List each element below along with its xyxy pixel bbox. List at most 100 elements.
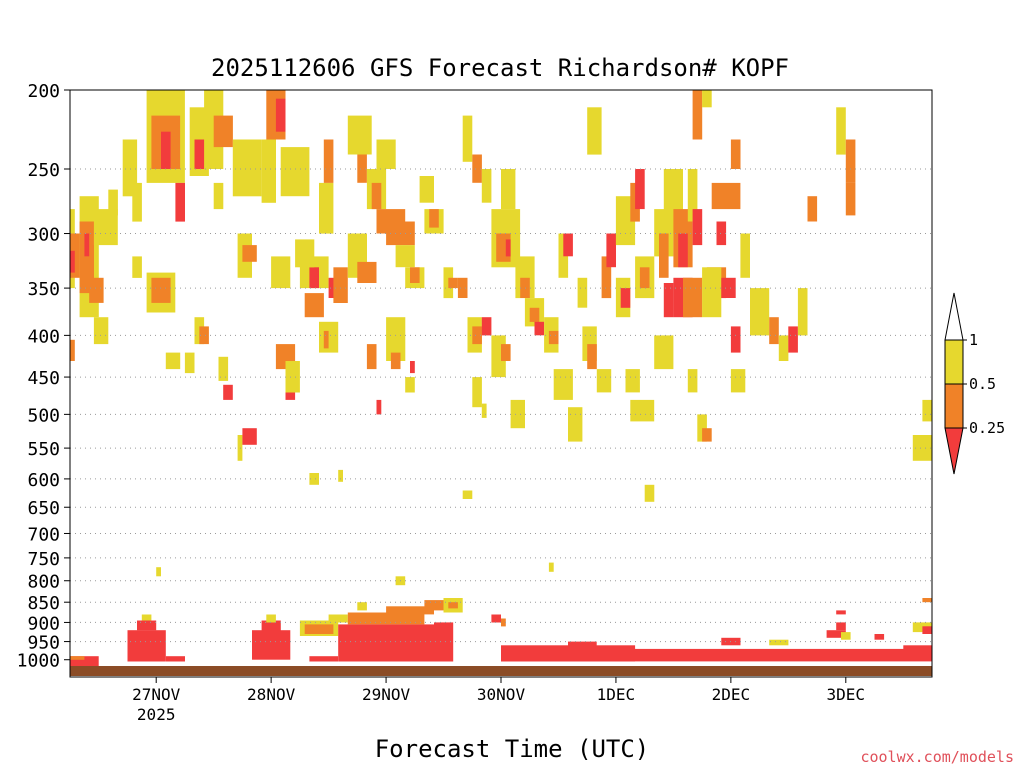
heatmap-cell-high (132, 256, 142, 278)
colorbar-bin-below (944, 427, 964, 475)
x-tick-label: 27NOV (132, 685, 181, 704)
heatmap-cell-high (481, 169, 492, 203)
heatmap-cell-high (357, 602, 367, 611)
heatmap-cell-mid (323, 139, 334, 183)
y-tick-label: 250 (27, 160, 60, 181)
heatmap-cell-low (788, 326, 798, 353)
heatmap-cell-high (750, 288, 770, 336)
heatmap-cell-low (903, 645, 932, 660)
heatmap-cell-low (491, 614, 501, 623)
heatmap-cell-high (309, 473, 319, 485)
x-axis-label: Forecast Time (UTC) (375, 735, 650, 763)
colorbar-label: 0.5 (969, 375, 996, 393)
y-tick-label: 600 (27, 470, 60, 491)
heatmap-cell-mid (333, 267, 348, 303)
y-tick-label: 700 (27, 524, 60, 545)
y-tick-label: 1000 (17, 651, 60, 672)
heatmap-cell-high (625, 369, 640, 393)
y-tick-label: 300 (27, 225, 60, 246)
heatmap-cell-mid (424, 600, 444, 611)
heatmap-cell-high (501, 169, 516, 210)
heatmap-cell-high (472, 377, 482, 408)
heatmap-cell-high (295, 239, 315, 268)
heatmap-cell-low (161, 131, 171, 169)
heatmap-cell-high (266, 614, 276, 623)
heatmap-cell-low (309, 267, 319, 289)
heatmap-cell-low (730, 326, 741, 353)
heatmap-cell-high (697, 414, 707, 442)
footer-credit: coolwx.com/models (860, 748, 1014, 766)
heatmap-cell-high (386, 317, 406, 361)
heatmap-cell-mid (769, 317, 779, 345)
heatmap-cell-low (410, 361, 415, 374)
heatmap-cell-high (338, 469, 343, 482)
heatmap-cell-high (654, 335, 674, 370)
colorbar-bin (944, 339, 964, 385)
heatmap-cell-mid (357, 261, 377, 283)
heatmap-cell-mid (711, 182, 741, 210)
heatmap-cell-high (553, 369, 573, 400)
heatmap-cell-low (175, 182, 185, 222)
heatmap-cell-high (405, 377, 415, 393)
heatmap-cell-high (769, 639, 789, 646)
heatmap-cell-low (84, 233, 90, 257)
heatmap-cell-high (587, 107, 602, 155)
heatmap-cell-mid (472, 326, 482, 345)
heatmap-cell-high (132, 182, 142, 222)
heatmap-cell-high (376, 139, 396, 169)
heatmap-cell-low (568, 641, 597, 651)
y-tick-label: 200 (27, 81, 60, 102)
heatmap-cell-high (740, 233, 750, 278)
heatmap-cell-high (630, 399, 655, 422)
heatmap-cell-high (285, 361, 300, 393)
y-tick-label: 850 (27, 593, 60, 614)
chart-title: 2025112606 GFS Forecast Richardson# KOPF (211, 54, 789, 82)
y-tick-label: 650 (27, 498, 60, 519)
heatmap-cell-low (338, 624, 434, 662)
heatmap-cell-high (280, 147, 310, 197)
x-tick-label: 30NOV (477, 685, 526, 704)
heatmap-cell-mid (323, 330, 329, 349)
heatmap-cell-low (261, 620, 281, 633)
heatmap-cell-mid (692, 90, 703, 140)
heatmap-cell-low (826, 630, 846, 638)
heatmap-cell-low (620, 288, 631, 308)
heatmap-cell-high (568, 407, 583, 442)
heatmap-cell-mid (371, 182, 382, 210)
heatmap-cell-low (884, 650, 904, 657)
heatmap-cell-high (462, 490, 473, 499)
heatmap-cell-low (70, 250, 75, 273)
heatmap-cell-mid (702, 428, 712, 442)
heatmap-cell-low (874, 634, 885, 640)
heatmap-cell-high (319, 182, 334, 234)
heatmap-cell-mid (683, 277, 703, 318)
heatmap-cell-mid (807, 196, 818, 222)
ground-bar (70, 666, 932, 676)
heatmap-cell-high (319, 321, 339, 353)
heatmap-cell-high (271, 256, 291, 289)
heatmap-cell-low (242, 428, 257, 445)
heatmap-cell-high (232, 139, 262, 197)
heatmap-cell-mid (70, 656, 85, 660)
heatmap-cell-high (481, 403, 487, 418)
heatmap-cell-low (615, 648, 932, 662)
heatmap-cell-mid (386, 606, 434, 615)
heatmap-cell-low (922, 626, 932, 634)
x-tick-label: 28NOV (247, 685, 296, 704)
heatmap-cell-mid (213, 115, 233, 148)
heatmap-cell-mid (659, 233, 669, 278)
heatmap-cell-mid (390, 352, 401, 370)
heatmap-cell-mid (639, 267, 650, 289)
heatmap-cell-high (548, 562, 554, 572)
colorbar-bin (944, 383, 964, 429)
heatmap-cell-low (376, 399, 382, 415)
heatmap-cell-high (836, 107, 846, 155)
heatmap-cell-mid (242, 245, 257, 262)
heatmap-cell-mid (457, 277, 468, 298)
x-tick-label: 3DEC (827, 685, 866, 704)
heatmap-cell-mid (304, 293, 324, 318)
y-tick-label: 800 (27, 572, 60, 593)
heatmap-cell-mid (429, 209, 439, 228)
